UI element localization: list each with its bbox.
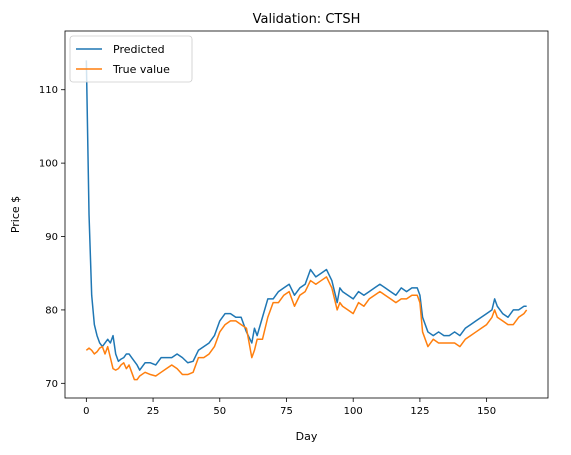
axes: 0 25 50 75 100 125 150 70 80 90 100 110 [39, 30, 549, 417]
x-tick-label: 150 [477, 406, 496, 417]
y-tick-label: 70 [45, 379, 58, 390]
x-tick-label: 25 [147, 406, 160, 417]
x-axis-label: Day [296, 430, 318, 443]
x-tick-label: 0 [83, 406, 89, 417]
legend-entry: True value [112, 63, 170, 76]
x-tick-label: 75 [280, 406, 293, 417]
x-tick-label: 50 [213, 406, 226, 417]
plot-area [85, 60, 528, 381]
x-tick-label: 100 [344, 406, 363, 417]
y-tick-label: 90 [45, 232, 58, 243]
legend: Predicted True value [69, 35, 193, 83]
legend-entry: Predicted [113, 43, 165, 56]
y-tick-label: 80 [45, 305, 58, 316]
legend-box [69, 35, 193, 83]
series-line-2 [85, 276, 528, 381]
axes-frame [64, 30, 549, 399]
chart-title: Validation: CTSH [253, 12, 361, 27]
y-tick-label: 100 [39, 159, 58, 170]
y-axis-label: Price $ [9, 196, 22, 233]
x-tick-label: 125 [410, 406, 429, 417]
series-line-1 [85, 60, 527, 371]
y-tick-label: 110 [39, 85, 58, 96]
